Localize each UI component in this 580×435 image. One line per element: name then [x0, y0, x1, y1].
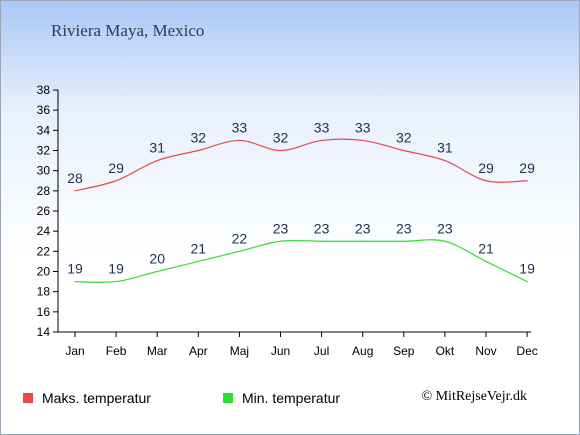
x-tick-label: Maj	[230, 344, 249, 358]
data-point-max	[115, 180, 117, 182]
y-tick-label: 30	[37, 164, 51, 178]
y-tick-label: 34	[37, 123, 51, 137]
x-tick-label: Okt	[436, 344, 455, 358]
data-point-max	[279, 149, 282, 152]
data-label-min: 21	[478, 240, 494, 256]
y-tick-label: 26	[37, 204, 51, 218]
data-point-min	[485, 260, 487, 263]
data-label-min: 21	[191, 240, 207, 256]
data-label-min: 23	[437, 220, 453, 236]
data-label-min: 23	[355, 220, 371, 236]
data-label-min: 22	[232, 230, 248, 246]
data-point-min	[321, 240, 323, 242]
data-point-max	[156, 159, 158, 162]
data-label-max: 31	[149, 140, 165, 156]
data-point-min	[197, 260, 199, 263]
data-label-max: 29	[108, 160, 124, 176]
data-point-min	[526, 280, 528, 283]
data-label-max: 28	[67, 170, 83, 186]
data-point-min	[279, 240, 282, 242]
legend-swatch-min	[223, 393, 233, 403]
data-label-max: 32	[191, 130, 207, 146]
data-label-min: 23	[273, 220, 289, 236]
y-tick-label: 38	[37, 83, 51, 97]
x-tick-label: Jan	[65, 344, 84, 358]
data-point-max	[74, 190, 76, 192]
data-label-min: 19	[67, 261, 83, 277]
data-point-max	[238, 139, 240, 142]
data-point-min	[403, 240, 405, 242]
y-tick-label: 22	[37, 244, 51, 258]
data-label-min: 19	[108, 261, 124, 277]
data-point-max	[321, 139, 323, 142]
y-tick-label: 14	[37, 325, 51, 339]
data-label-max: 33	[314, 119, 330, 135]
x-tick-label: Jun	[271, 344, 290, 358]
data-label-max: 29	[478, 160, 494, 176]
legend-label-max: Maks. temperatur	[42, 390, 151, 406]
x-tick-label: Mar	[147, 344, 168, 358]
data-point-max	[444, 159, 446, 162]
data-label-min: 23	[396, 220, 412, 236]
data-point-max	[403, 149, 405, 152]
y-tick-label: 28	[37, 184, 51, 198]
legend-item-min: Min. temperatur	[223, 390, 340, 406]
y-tick-label: 36	[37, 103, 51, 117]
y-tick-label: 18	[37, 285, 51, 299]
data-label-max: 31	[437, 140, 453, 156]
series-line-min	[74, 239, 528, 283]
data-label-min: 20	[149, 251, 165, 267]
data-label-min: 19	[519, 261, 535, 277]
x-tick-label: Aug	[352, 344, 373, 358]
data-point-min	[238, 250, 240, 252]
y-tick-label: 24	[37, 224, 51, 238]
data-label-min: 23	[314, 220, 330, 236]
data-label-max: 32	[273, 130, 289, 146]
data-label-max: 29	[519, 160, 535, 176]
y-tick-label: 16	[37, 305, 51, 319]
data-point-min	[74, 280, 76, 283]
x-tick-label: Jul	[314, 344, 329, 358]
data-point-min	[115, 280, 117, 283]
chart-title: Riviera Maya, Mexico	[51, 21, 205, 40]
data-point-min	[362, 240, 364, 242]
legend-item-max: Maks. temperatur	[23, 390, 151, 406]
data-point-max	[362, 139, 364, 142]
data-point-max	[485, 180, 487, 182]
y-tick-label: 32	[37, 144, 51, 158]
x-tick-label: Dec	[516, 344, 537, 358]
x-tick-label: Feb	[106, 344, 127, 358]
data-point-max	[197, 149, 199, 152]
data-point-max	[526, 180, 528, 182]
data-point-min	[156, 270, 158, 273]
series-line-max	[74, 138, 528, 192]
legend-swatch-max	[23, 393, 33, 403]
data-label-max: 33	[232, 119, 248, 135]
x-tick-label: Sep	[393, 344, 415, 358]
copyright-text: © MitRejseVejr.dk	[421, 389, 527, 404]
x-tick-label: Nov	[475, 344, 496, 358]
legend-label-min: Min. temperatur	[242, 390, 341, 406]
x-tick-label: Apr	[189, 344, 208, 358]
data-label-max: 33	[355, 119, 371, 135]
y-tick-label: 20	[37, 265, 51, 279]
data-label-max: 32	[396, 130, 412, 146]
data-point-min	[444, 240, 446, 242]
